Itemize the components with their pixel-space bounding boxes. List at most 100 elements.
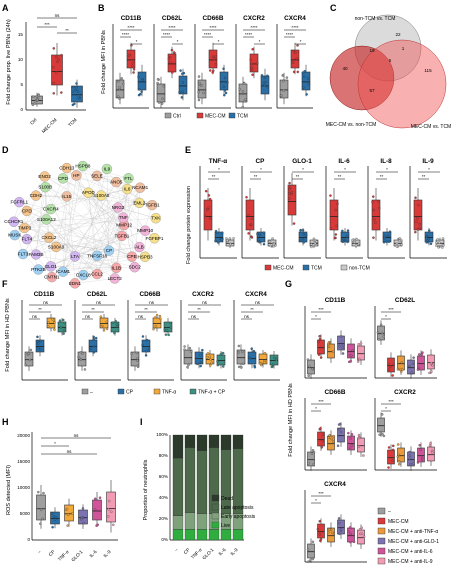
network-node-label: TGFB1 [115,233,130,238]
panel-e-0-box-2-point [232,237,235,240]
panel-g-ylabel: Fold change MFI in HD PBNs [288,383,294,457]
panel-b-0-box-0-point [122,82,125,86]
panel-e-2-box-1-point [299,229,302,232]
panel-a-xtick: MEC-CM [41,117,58,134]
panel-e-0-box-1-point [220,238,223,241]
panel-g-1-box-5-point [431,364,434,367]
network-node-label: CDH2 [30,193,43,198]
panel-b-title-4: CXCR4 [284,15,306,22]
panel-e-4-box-0-point [371,200,374,204]
panel-f-0-box-1-point [36,340,40,343]
panel-b-2-box-0-point [200,84,203,87]
panel-g-4-sig-b-label: * [315,498,317,503]
panel-i-bar-segment [196,513,208,530]
panel-b-2-sig-c-label: * [218,39,220,44]
panel-i-bar-segment [172,457,184,517]
panel-f-3-box-2-point [209,358,212,361]
panel-f-0-sig-a-label: ns [43,300,49,305]
panel-a-box-1-point [55,55,58,59]
panel-i-xtick: IL-9 [230,547,239,556]
panel-b-4-box-1-point [292,50,296,53]
panel-f-0-box-3-point [62,318,65,322]
panel-e-0-box-1-point [214,239,217,243]
panel-g-2-box-5-point [357,445,361,448]
panel-e-4-box-1-point [385,240,388,244]
panel-b-3-box-0-point [241,90,245,93]
panel-e-5-box-0-point [414,230,417,234]
panel-b-2-box-2-point [222,85,226,89]
panel-f-2-box-1-point [141,335,145,338]
panel-a-sig-0-label: ns [55,13,61,18]
panel-e-5-box-2-point [438,241,441,244]
panel-f-2-box-3-point [167,333,170,337]
panel-g-4-box-1-box [317,523,325,539]
panel-g-0-box-3-point [341,352,345,355]
panel-e-3-box-2-point [353,239,357,243]
panel-f-3-box-0-point [187,363,190,367]
panel-e-title-3: IL-6 [338,158,350,165]
panel-g-3-box-4-point [420,456,424,460]
panel-b-1-box-0-point [160,102,164,105]
panel-a-box-2-point [73,102,76,106]
panel-e-title-1: CP [256,158,266,165]
panel-g-2-box-3-point [337,428,341,431]
panel-e-5-box-0-point [415,220,418,224]
panel-a-box-2-box [71,85,83,103]
panel-e-2-box-0-box [287,184,297,216]
panel-e-4-box-1-point [386,234,390,238]
panel-g-4-box-3-box [337,519,345,535]
panel-g-1-sig-b-label: * [385,314,387,319]
panel-g-0-box-3-point [339,335,343,338]
network-node [14,197,25,208]
panel-f-0-box-2-point [47,321,50,324]
panel-g-4-box-0-point [308,559,312,562]
panel-e-4-sig-a-label: * [386,167,388,172]
panel-g-0-box-0-point [307,374,310,378]
panel-e-1-sig-a-label: * [260,167,262,172]
panel-i-legend-label: Late apoptosis [221,505,254,511]
panel-e-legend-swatch [264,264,272,271]
network-node-label: CCHCR1 [4,219,24,224]
network-edge [50,266,117,269]
network-edge [24,218,156,229]
panel-g-title-4: CXCR4 [324,481,346,488]
panel-f-2-box-1-point [147,347,151,351]
panel-e-2-sig-a-label: * [302,167,304,172]
panel-f-legend-swatch [153,388,161,395]
panel-b-0-box-1-point [131,64,134,68]
panel-g-0-box-4-point [350,354,353,357]
panel-i-bar-segment [220,434,232,450]
panel-f-3-box-3-point [216,363,220,367]
panel-g-2-box-0-point [310,452,314,455]
panel-g-2-box-2-point [328,434,331,437]
panel-g-4-box-2-point [326,530,330,534]
network-edge [62,178,125,226]
network-node [112,202,124,213]
panel-g-2-box-0-point [307,462,310,465]
panel-g-legend-swatch [377,507,386,515]
panel-i-bar-segment [172,529,184,541]
panel-e-3-box-0-point [334,208,337,212]
panel-e-legend-swatch [340,264,348,271]
panel-e-0-box-1-point [221,231,224,235]
panel-g-2-box-0-box [307,451,315,467]
panel-b-2-box-1-point [211,71,214,74]
network-node-label: CPD [58,176,68,181]
panel-e-label: E [185,145,191,155]
panel-c-label: C [330,3,337,13]
panel-f-0-box-1-point [39,348,42,351]
network-node [78,269,89,281]
network-node-label: TGFB1 [145,203,160,208]
panel-e-4-box-1-point [382,240,386,244]
panel-i-legend-label: Dead [221,496,233,502]
panel-b-3-box-2-point [263,84,266,87]
venn-count: 40 [342,66,348,71]
panel-g-0-box-5-point [357,343,360,346]
panel-g-1-box-4-box [417,355,425,371]
panel-i-xtick: TNF-α [190,547,203,560]
panel-f-3-box-1-box [194,351,204,365]
panel-h-xtick: IL-6 [89,549,98,558]
network-edge [96,175,129,179]
panel-i-ylabel: Proportion of neutrophils [143,459,149,520]
panel-i-ytick: 20% [159,516,168,521]
